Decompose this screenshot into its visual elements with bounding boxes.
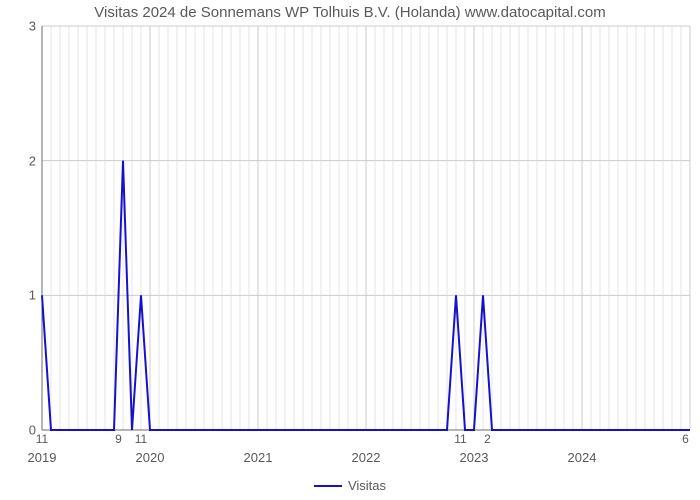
y-tick-label: 2 xyxy=(29,153,42,168)
x-value-label: 11 xyxy=(135,430,147,446)
chart-title: Visitas 2024 de Sonnemans WP Tolhuis B.V… xyxy=(0,4,700,21)
x-year-label: 2022 xyxy=(352,430,381,465)
x-value-label: 11 xyxy=(36,430,48,446)
x-value-label: 2 xyxy=(484,430,491,446)
legend-swatch xyxy=(314,485,342,487)
y-tick-label: 3 xyxy=(29,19,42,34)
x-value-label: 11 xyxy=(454,430,466,446)
x-value-label: 6 xyxy=(682,430,689,446)
legend-label: Visitas xyxy=(348,478,386,493)
plot-area: 0123201920202021202220232024119111126 xyxy=(42,26,690,430)
visits-chart: Visitas 2024 de Sonnemans WP Tolhuis B.V… xyxy=(0,0,700,500)
x-year-label: 2021 xyxy=(244,430,273,465)
x-year-label: 2024 xyxy=(568,430,597,465)
y-tick-label: 1 xyxy=(29,288,42,303)
legend: Visitas xyxy=(0,478,700,493)
x-value-label: 9 xyxy=(115,430,122,446)
plot-svg xyxy=(42,26,690,430)
